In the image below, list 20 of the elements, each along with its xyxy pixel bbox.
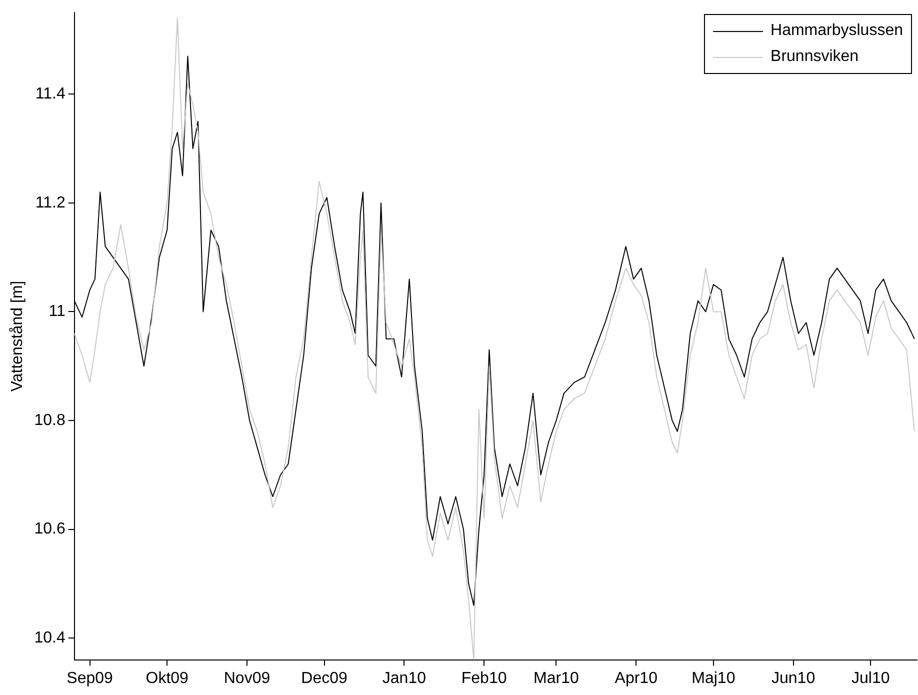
y-tick-label: 11 <box>48 303 66 320</box>
y-axis-title: Vattenstånd [m] <box>9 280 26 392</box>
y-tick-label: 10.6 <box>34 520 66 538</box>
x-tick-label: Apr10 <box>614 670 658 687</box>
x-tick-label: Dec09 <box>301 670 348 687</box>
y-tick-label: 11.4 <box>35 86 66 103</box>
x-tick-label: Maj10 <box>692 670 736 687</box>
x-tick-label: Okt09 <box>146 670 189 687</box>
x-tick-label: Nov09 <box>224 670 270 687</box>
y-tick-label: 10.8 <box>34 412 66 429</box>
y-tick-label: 11.2 <box>35 194 66 212</box>
x-tick-label: Jun10 <box>772 670 816 687</box>
y-tick-label: 10.4 <box>34 629 66 646</box>
x-tick-label: Feb10 <box>461 670 507 687</box>
x-tick-label: Mar10 <box>534 670 579 687</box>
x-tick-label: Sep09 <box>66 670 114 687</box>
legend-label: Hammarbyslussen <box>770 22 903 40</box>
x-tick-label: Jul10 <box>851 670 890 687</box>
legend-label: Brunnsviken <box>770 48 859 66</box>
x-tick-label: Jan10 <box>382 670 426 687</box>
